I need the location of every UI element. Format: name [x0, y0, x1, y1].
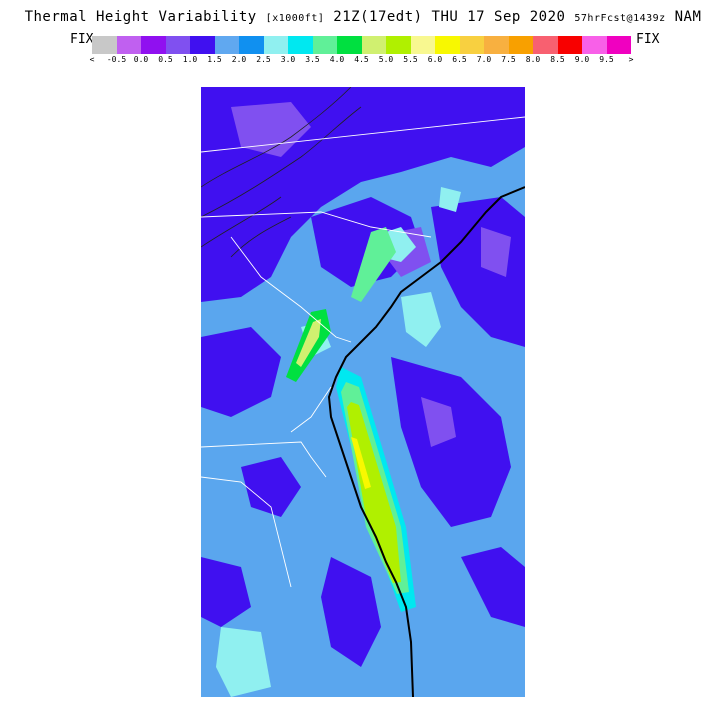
colorbar-swatch — [361, 36, 386, 54]
forecast-run: 57hrFcst@1439z — [574, 13, 666, 24]
colorbar-tick-label: 9.0 — [574, 55, 590, 64]
colorbar-tick-label: -0.5 — [106, 55, 127, 64]
colorbar-swatch — [116, 36, 141, 54]
colorbar-right-label: FIX — [636, 32, 660, 47]
colorbar-tick-label: 1.0 — [182, 55, 198, 64]
colorbar-tick-label: 8.0 — [525, 55, 541, 64]
state-borders — [201, 116, 525, 588]
colorbar-swatch — [386, 36, 411, 54]
colorbar-swatch — [239, 36, 264, 54]
colorbar-swatch — [190, 36, 215, 54]
colorbar-swatch — [165, 36, 190, 54]
title-main: Thermal Height Variability — [24, 9, 257, 25]
chart-title: Thermal Height Variability [x1000ft] 21Z… — [0, 9, 726, 25]
colorbar-tick-label: 2.5 — [256, 55, 271, 64]
forecast-map — [201, 87, 525, 697]
colorbar-tick-label: 3.0 — [280, 55, 296, 64]
low-variability-areas — [201, 87, 525, 667]
colorbar-left-label: FIX — [70, 32, 94, 47]
coastal-lime-band — [347, 402, 401, 583]
colorbar-swatch — [288, 36, 313, 54]
terrain-contours — [201, 87, 362, 258]
colorbar-swatch — [214, 36, 239, 54]
colorbar-tick-label: 6.0 — [427, 55, 443, 64]
colorbar-swatch — [92, 36, 117, 54]
colorbar-swatch — [435, 36, 460, 54]
map-canvas — [201, 87, 525, 697]
colorbar-tick-label: 2.0 — [231, 55, 247, 64]
colorbar-swatch — [337, 36, 362, 54]
colorbar-tick-label: < — [89, 55, 95, 64]
colorbar-swatch — [484, 36, 509, 54]
colorbar-swatch — [606, 36, 631, 54]
coastline — [327, 186, 525, 697]
colorbar-tick-label: > — [628, 55, 634, 64]
colorbar-swatch — [141, 36, 166, 54]
title-units: [x1000ft] — [265, 13, 325, 24]
colorbar-tick-label: 4.5 — [354, 55, 369, 64]
colorbar-tick-label: 3.5 — [305, 55, 320, 64]
colorbar-tick-label: 9.5 — [599, 55, 614, 64]
colorbar-tick-label: 0.5 — [158, 55, 173, 64]
coastal-yellow-core — [351, 437, 371, 489]
colorbar-swatch — [557, 36, 582, 54]
colorbar-swatch — [533, 36, 558, 54]
valid-time: 21Z(17edt) THU 17 Sep 2020 — [333, 9, 566, 25]
colorbar-tick-label: 7.0 — [476, 55, 492, 64]
colorbar-tick-label: 7.5 — [501, 55, 516, 64]
colorbar-swatch — [508, 36, 533, 54]
colorbar-swatch — [312, 36, 337, 54]
colorbar-tick-label: 5.0 — [378, 55, 394, 64]
colorbar-ticks: < -0.5 0.0 0.5 1.0 1.5 2.0 2.5 3.0 3.5 4.0 4.5 5.0 5.… — [80, 55, 660, 67]
colorbar-swatch — [582, 36, 607, 54]
inland-lime-streak — [296, 319, 321, 367]
colorbar-tick-label: 6.5 — [452, 55, 467, 64]
colorbar-swatch — [459, 36, 484, 54]
colorbar — [92, 36, 631, 54]
colorbar-tick-label: 0.0 — [133, 55, 149, 64]
model-name: NAM — [674, 9, 702, 25]
upper-green-streak — [351, 227, 396, 302]
colorbar-tick-label: 5.5 — [403, 55, 418, 64]
colorbar-tick-label: 4.0 — [329, 55, 345, 64]
colorbar-tick-label: 1.5 — [207, 55, 222, 64]
colorbar-swatch — [410, 36, 435, 54]
colorbar-tick-label: 8.5 — [550, 55, 565, 64]
colorbar-swatch — [263, 36, 288, 54]
